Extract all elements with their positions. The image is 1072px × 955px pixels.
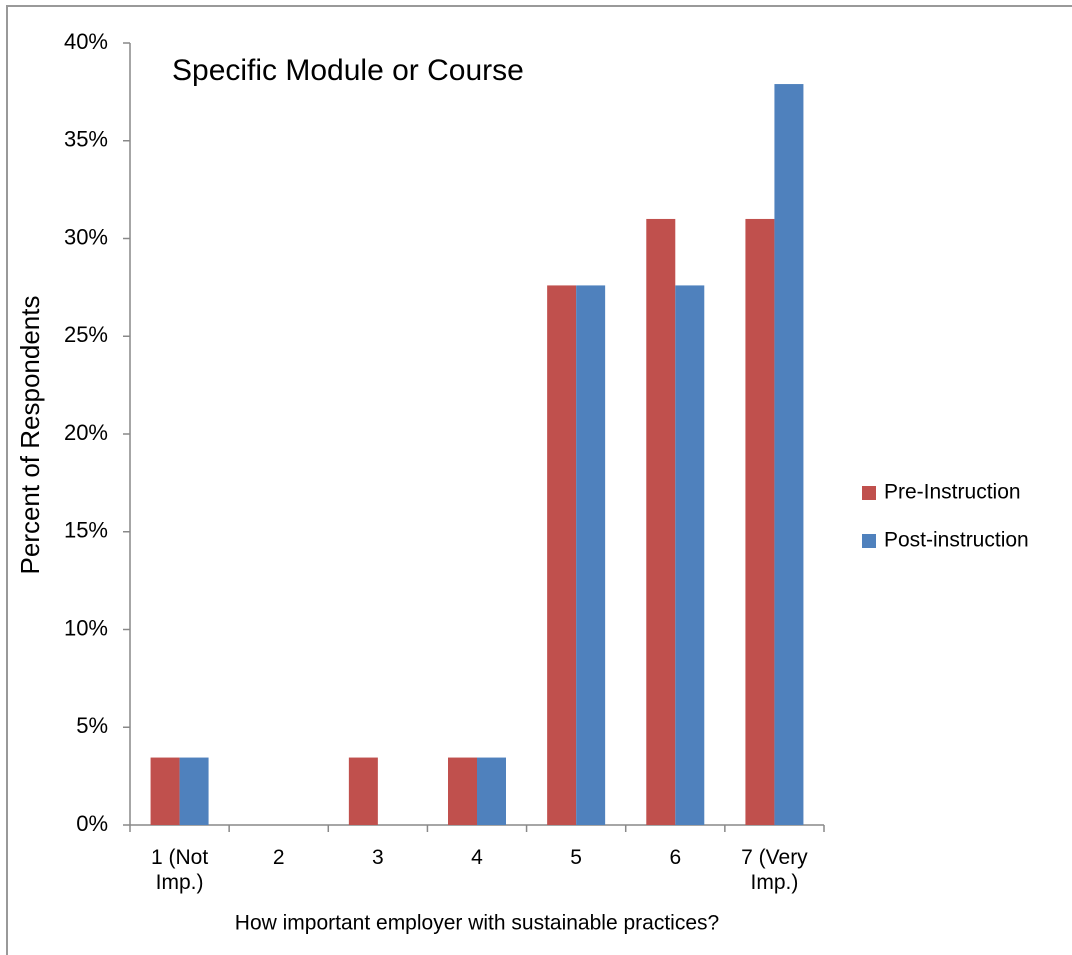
bar — [477, 757, 506, 825]
y-tick-label: 40% — [64, 29, 108, 54]
x-tick-label: 5 — [570, 846, 582, 869]
x-tick-label: 4 — [471, 846, 483, 869]
y-tick-label: 15% — [64, 518, 108, 543]
x-tick-label: 2 — [272, 846, 285, 869]
bar — [675, 285, 705, 825]
y-tick-label: 30% — [64, 224, 108, 249]
bar — [547, 285, 577, 825]
legend-swatch — [862, 534, 876, 548]
y-tick-label: 5% — [76, 713, 108, 738]
chart-title: Specific Module or Course — [172, 54, 524, 87]
legend-label: Post-instruction — [884, 529, 1029, 552]
x-tick-label: 6 — [669, 846, 682, 869]
x-tick-label: 1 (Not Imp.) — [150, 846, 209, 894]
y-tick-label: 10% — [64, 615, 108, 640]
y-axis-label: Percent of Respondents — [15, 296, 45, 575]
bar — [150, 757, 180, 825]
bar — [348, 757, 378, 825]
bar — [179, 757, 209, 825]
x-tick-label: 7 (Very Imp.) — [741, 846, 808, 894]
legend-label: Pre-Instruction — [884, 481, 1021, 504]
frame — [6, 5, 1072, 955]
x-axis-label: How important employer with sustainable … — [235, 912, 719, 935]
y-tick-label: 0% — [76, 811, 108, 836]
bar — [646, 218, 676, 825]
y-tick-label: 35% — [64, 127, 108, 152]
bar — [745, 218, 775, 825]
bar — [774, 84, 804, 826]
y-tick-label: 25% — [64, 322, 108, 347]
x-tick-label: 3 — [372, 846, 384, 869]
legend-swatch — [862, 486, 876, 500]
y-tick-label: 20% — [64, 420, 108, 445]
bar — [576, 285, 606, 825]
bar — [448, 757, 477, 825]
